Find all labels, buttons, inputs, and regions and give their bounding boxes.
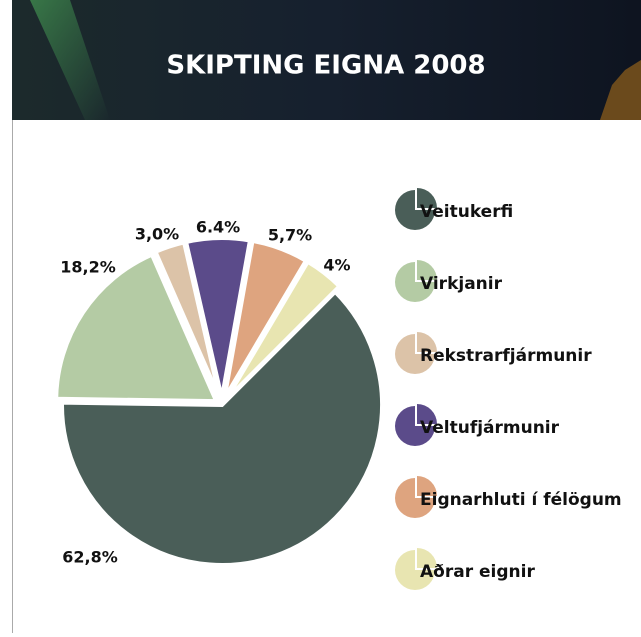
chart: SKIPTING EIGNA 2008 62,8% Veitukerfi 18,2%… <box>0 0 641 633</box>
value-label: 3,0% <box>135 225 179 244</box>
value-label: 5,7% <box>268 226 312 245</box>
chart-title: SKIPTING EIGNA 2008 <box>166 51 485 81</box>
value-label: 6.4% <box>196 218 240 237</box>
value-label: 4% <box>323 256 350 275</box>
legend-label: Rekstrarfjármunir <box>420 346 592 366</box>
legend-label: Veltufjármunir <box>420 418 560 438</box>
value-label: 62,8% <box>62 548 118 567</box>
value-label: 18,2% <box>60 258 116 277</box>
legend-label: Virkjanir <box>420 274 503 294</box>
legend-label: Eignarhluti í félögum <box>420 490 622 510</box>
legend-label: Aðrar eignir <box>420 562 535 582</box>
legend-label: Veitukerfi <box>420 202 513 222</box>
